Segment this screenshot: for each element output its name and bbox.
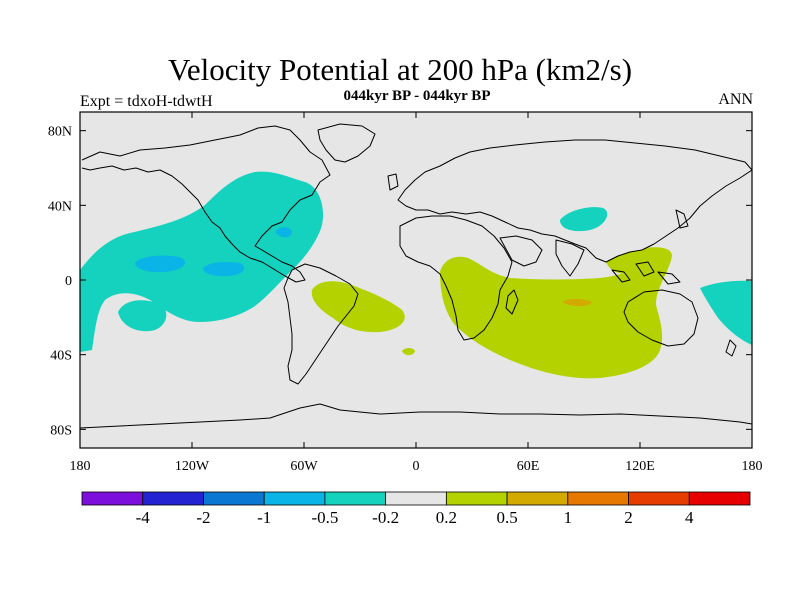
lon-tick-label: 120E bbox=[625, 459, 655, 474]
lat-tick-label: 40N bbox=[48, 199, 72, 214]
colorbar-swatch bbox=[567, 491, 629, 506]
map-subtitle: 044kyr BP - 044kyr BP bbox=[343, 88, 491, 104]
contour-positive-africa bbox=[440, 247, 672, 379]
colorbar-label: 0.2 bbox=[436, 508, 457, 527]
experiment-label: Expt = tdxoH-tdwtH bbox=[80, 93, 213, 110]
colorbar-swatch bbox=[263, 491, 326, 506]
lon-tick-label: 120W bbox=[175, 459, 210, 474]
contour-strong-negative-2 bbox=[203, 262, 244, 277]
lon-tick-label: 60W bbox=[290, 459, 318, 474]
colorbar-swatch bbox=[445, 491, 508, 506]
lat-tick-label: 80N bbox=[48, 125, 72, 140]
lon-tick-label: 0 bbox=[413, 459, 420, 474]
lon-tick-label: 60E bbox=[517, 459, 540, 474]
colorbar-swatch bbox=[203, 491, 265, 506]
colorbar-label: 4 bbox=[685, 508, 694, 527]
contour-negative-americas bbox=[80, 171, 324, 352]
lon-tick-label: 180 bbox=[70, 459, 91, 474]
lat-tick-label: 40S bbox=[50, 349, 72, 364]
contour-negative-asia bbox=[560, 207, 608, 232]
latitude-axis: 80N 40N 0 40S 80S bbox=[48, 125, 752, 438]
contour-negative-southpacific bbox=[118, 300, 167, 332]
colorbar-label: 1 bbox=[564, 508, 573, 527]
colorbar-swatch bbox=[324, 491, 387, 506]
colorbar-swatch bbox=[385, 491, 447, 506]
colorbar-swatch bbox=[81, 491, 144, 506]
contour-strong-negative-3 bbox=[275, 227, 292, 238]
colorbar-label: -4 bbox=[136, 508, 151, 527]
lat-tick-label: 0 bbox=[65, 274, 72, 289]
map-title: Velocity Potential at 200 hPa (km2/s) bbox=[167, 52, 633, 87]
coastlines bbox=[80, 123, 752, 429]
colorbar-label: 0.5 bbox=[496, 508, 517, 527]
colorbar-swatch bbox=[506, 491, 569, 506]
contour-negative-westpacific bbox=[700, 280, 752, 345]
colorbar-swatch bbox=[688, 491, 751, 506]
contour-positive-indonesia bbox=[606, 250, 649, 274]
colorbar: -4 -2 -1 -0.5 -0.2 0.2 0.5 1 2 4 bbox=[81, 491, 751, 527]
colorbar-swatch bbox=[142, 491, 204, 506]
colorbar-label: 2 bbox=[624, 508, 633, 527]
longitude-axis: 180 120W 60W 0 60E 120E 180 bbox=[70, 112, 763, 474]
colorbar-label: -0.5 bbox=[311, 508, 338, 527]
colorbar-label: -2 bbox=[196, 508, 210, 527]
colorbar-label: -1 bbox=[257, 508, 271, 527]
contour-fields bbox=[80, 123, 752, 429]
contour-strong-negative-1 bbox=[135, 255, 185, 273]
colorbar-label: -0.2 bbox=[372, 508, 399, 527]
colorbar-swatch bbox=[628, 491, 690, 506]
lon-tick-label: 180 bbox=[742, 459, 763, 474]
contour-strong-positive bbox=[562, 299, 592, 307]
lat-tick-label: 80S bbox=[50, 423, 72, 438]
season-label: ANN bbox=[718, 91, 753, 108]
contour-positive-southamerica bbox=[311, 281, 405, 333]
contour-positive-small bbox=[402, 348, 415, 356]
